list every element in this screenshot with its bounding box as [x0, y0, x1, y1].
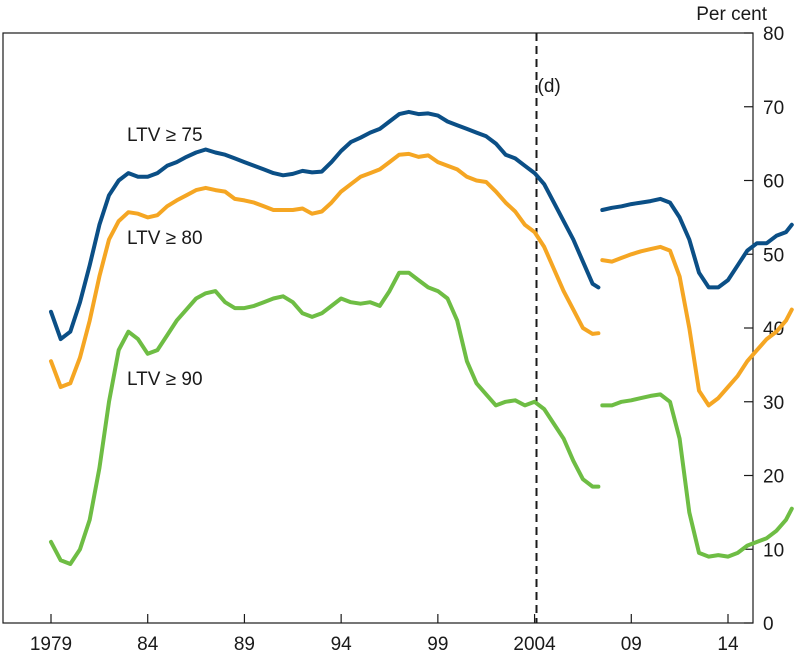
series-line-1-segment-1	[49, 109, 601, 342]
y-axis-unit-label: Per cent	[696, 4, 767, 25]
series-line-2-segment-2	[600, 244, 794, 408]
x-tick-label: 14	[717, 634, 739, 655]
y-tick-label: 50	[763, 245, 784, 266]
y-tick-label: 20	[763, 467, 784, 488]
x-tick-label: 1979	[30, 634, 72, 655]
series-line-3-segment-1	[49, 270, 601, 566]
plot-frame	[2, 32, 754, 624]
y-axis: 0 10 20 30 40 50 60 70 80	[744, 24, 784, 635]
x-tick-label: 2004	[513, 634, 556, 655]
x-tick-label: 99	[427, 634, 448, 655]
break-label: (d)	[538, 76, 561, 97]
y-tick-label: 80	[763, 24, 784, 45]
x-tick-label: 09	[621, 634, 642, 655]
y-tick-label: 70	[763, 98, 784, 119]
series-labels: LTV ≥ 75 LTV ≥ 80 LTV ≥ 90	[127, 125, 203, 390]
series-group	[49, 109, 794, 566]
series-label-2: LTV ≥ 80	[127, 228, 203, 249]
x-tick-label: 89	[234, 634, 255, 655]
y-tick-label: 0	[763, 614, 774, 635]
series-label-3: LTV ≥ 90	[127, 369, 203, 390]
y-tick-label: 40	[763, 319, 784, 340]
series-line-2-segment-1	[49, 151, 601, 389]
series-line-1-segment-2	[600, 196, 794, 290]
x-tick-label: 94	[331, 634, 353, 655]
y-tick-label: 60	[763, 172, 784, 193]
y-tick-label: 10	[763, 540, 784, 561]
series-line-3-segment-2	[600, 392, 794, 559]
x-tick-label: 84	[137, 634, 159, 655]
series-label-1: LTV ≥ 75	[127, 125, 203, 146]
x-axis: 1979 84 89 94 99 2004 09 14	[30, 614, 739, 655]
y-tick-label: 30	[763, 393, 784, 414]
